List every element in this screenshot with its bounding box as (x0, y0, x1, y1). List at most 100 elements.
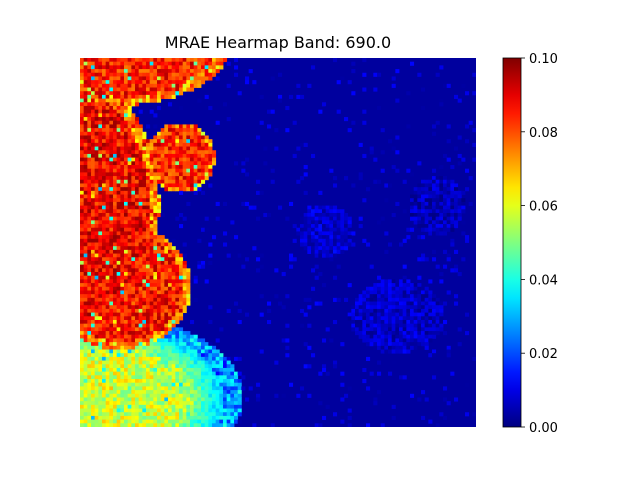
heatmap-cell (135, 349, 140, 354)
heatmap-cell (190, 342, 195, 347)
heatmap-cell (94, 382, 99, 387)
heatmap-cell (105, 331, 110, 336)
heatmap-cell (105, 212, 110, 218)
heatmap-cell (340, 224, 345, 229)
heatmap-cell (87, 401, 92, 406)
heatmap-cell (160, 323, 165, 328)
heatmap-cell (168, 128, 173, 133)
heatmap-cell (138, 161, 143, 166)
heatmap-cell (406, 168, 411, 173)
heatmap-cell (131, 297, 136, 302)
heatmap-cell (443, 194, 448, 199)
heatmap-cell (124, 371, 129, 376)
heatmap-cell (234, 58, 239, 63)
heatmap-cell (182, 172, 187, 177)
heatmap-cell (124, 58, 129, 63)
heatmap-cell (80, 87, 85, 92)
heatmap-cell (215, 61, 220, 66)
heatmap-cell (369, 316, 374, 321)
heatmap-cell (329, 216, 334, 221)
heatmap-cell (362, 379, 367, 384)
heatmap-cell (153, 72, 158, 77)
heatmap-cell (373, 179, 378, 184)
heatmap-cell (171, 83, 176, 88)
heatmap-cell (428, 290, 433, 295)
heatmap-cell (168, 312, 173, 317)
heatmap-cell (98, 260, 103, 266)
heatmap-cell (146, 305, 151, 310)
heatmap-cell (344, 235, 349, 240)
heatmap-cell (142, 319, 147, 325)
heatmap-cell (160, 401, 165, 406)
heatmap-cell (98, 235, 103, 240)
heatmap-cell (182, 69, 187, 74)
heatmap-cell (138, 238, 143, 243)
heatmap-cell (127, 283, 132, 288)
heatmap-cell (212, 382, 217, 387)
heatmap-cell (179, 172, 184, 177)
heatmap-cell (197, 72, 202, 77)
heatmap-cell (116, 65, 121, 70)
heatmap-cell (212, 72, 217, 77)
heatmap-cell (256, 135, 261, 140)
heatmap-cell (102, 157, 107, 162)
heatmap-cell (164, 124, 169, 129)
heatmap-cell (135, 312, 140, 317)
heatmap-cell (190, 87, 195, 92)
heatmap-cell (369, 146, 374, 151)
heatmap-cell (146, 231, 151, 236)
heatmap-cell (355, 312, 360, 317)
heatmap-cell (83, 65, 88, 70)
heatmap-cell (267, 212, 272, 218)
heatmap-cell (171, 179, 176, 184)
heatmap-cell (98, 297, 103, 302)
heatmap-cell (424, 316, 429, 321)
heatmap-cell (443, 187, 448, 192)
heatmap-cell (186, 172, 191, 177)
heatmap-cell (318, 205, 323, 210)
heatmap-cell (168, 253, 173, 258)
heatmap-cell (164, 135, 169, 140)
heatmap-cell (410, 393, 415, 398)
heatmap-cell (369, 150, 374, 155)
heatmap-cell (91, 308, 96, 314)
heatmap-cell (142, 179, 147, 184)
heatmap-cell (91, 198, 96, 203)
heatmap-cell (340, 246, 345, 251)
heatmap-cell (83, 246, 88, 251)
heatmap-cell (83, 209, 88, 214)
heatmap-cell (138, 201, 143, 206)
heatmap-cell (98, 419, 103, 424)
heatmap-cell (142, 401, 147, 406)
heatmap-cell (116, 201, 121, 206)
heatmap-cell (230, 367, 235, 373)
heatmap-cell (94, 386, 99, 391)
heatmap-cell (146, 253, 151, 258)
heatmap-cell (259, 264, 264, 269)
heatmap-cell (127, 120, 132, 125)
heatmap-cell (120, 220, 125, 225)
heatmap-cell (131, 120, 136, 125)
heatmap-cell (391, 305, 396, 310)
heatmap-cell (336, 238, 341, 243)
heatmap-cell (94, 224, 99, 229)
heatmap-cell (193, 124, 198, 129)
heatmap-cell (388, 305, 393, 310)
heatmap-cell (164, 80, 169, 85)
heatmap-cell (193, 80, 198, 85)
heatmap-cell (135, 375, 140, 380)
heatmap-cell (179, 360, 184, 365)
heatmap-cell (157, 91, 162, 96)
heatmap-cell (406, 286, 411, 291)
heatmap-cell (131, 176, 136, 181)
heatmap-cell (380, 316, 385, 321)
heatmap-cell (201, 135, 206, 140)
heatmap-cell (131, 249, 136, 254)
heatmap-cell (83, 279, 88, 284)
heatmap-cell (336, 80, 341, 85)
heatmap-cell (138, 257, 143, 262)
heatmap-cell (80, 150, 85, 155)
heatmap-cell (153, 364, 158, 369)
heatmap-cell (102, 312, 107, 317)
heatmap-cell (168, 279, 173, 284)
